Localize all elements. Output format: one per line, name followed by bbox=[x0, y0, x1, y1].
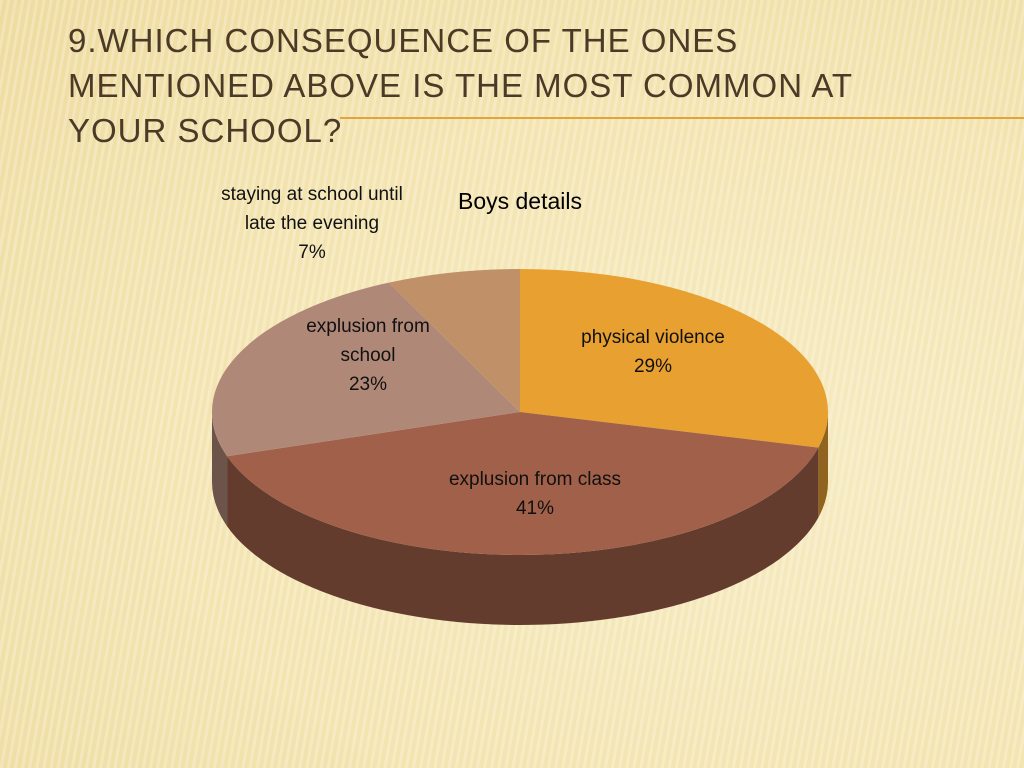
value-label: 7% bbox=[298, 242, 326, 263]
slice bbox=[227, 412, 819, 555]
value-label: 23% bbox=[348, 374, 388, 395]
slice bbox=[520, 269, 828, 448]
value-label: 29% bbox=[633, 356, 673, 377]
data-label: physical violence 29% bbox=[553, 323, 753, 381]
slice-side bbox=[227, 447, 819, 626]
data-label: explusion from school 23% bbox=[288, 312, 448, 399]
slice bbox=[388, 269, 520, 412]
value-label: 41% bbox=[515, 498, 555, 519]
title-rule bbox=[340, 117, 1024, 119]
category-label: explusion from school bbox=[306, 316, 430, 366]
data-label: explusion from class 41% bbox=[435, 465, 635, 523]
slice-side bbox=[212, 412, 228, 527]
chart-title: Boys details bbox=[457, 188, 582, 214]
category-label: explusion from class bbox=[448, 469, 622, 490]
data-label: staying at school until late the evening… bbox=[212, 180, 412, 267]
category-label: physical violence bbox=[581, 327, 725, 348]
slide-title: 9.WHICH CONSEQUENCE OF THE ONES MENTIONE… bbox=[68, 22, 853, 149]
slice bbox=[212, 282, 520, 457]
category-label: staying at school until late the evening bbox=[221, 184, 403, 234]
slice-side bbox=[818, 412, 828, 518]
